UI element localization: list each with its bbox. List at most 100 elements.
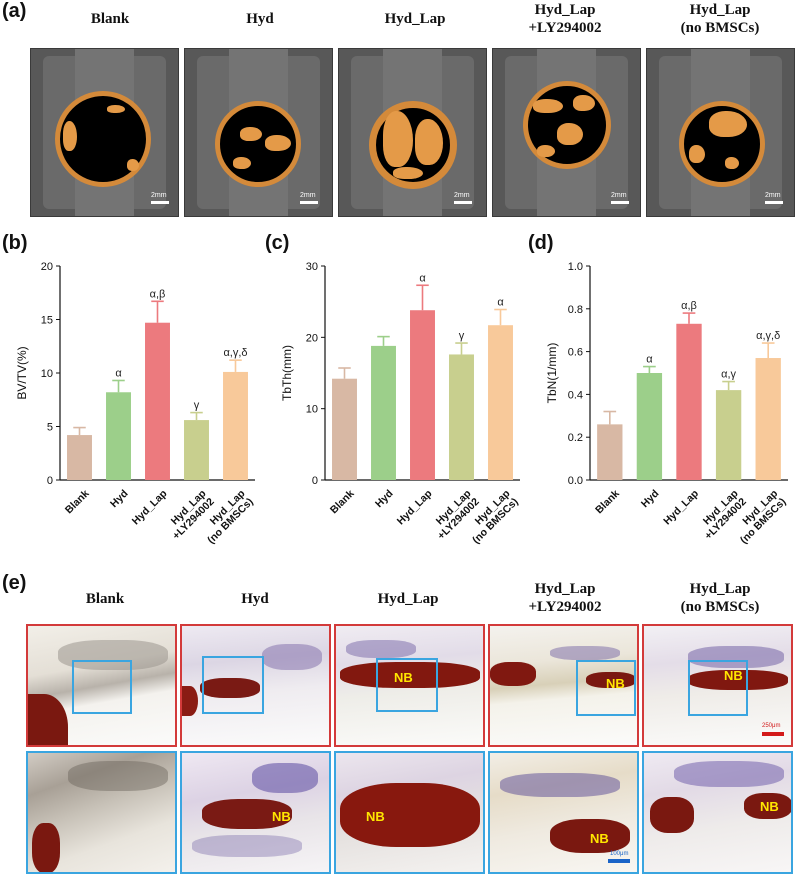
ct-title-hyd-lap-ly: Hyd_Lap +LY294002	[505, 1, 625, 37]
hist-title-blank: Blank	[65, 590, 145, 608]
nb-label: NB	[760, 799, 779, 814]
hist-zoom-blank	[26, 751, 177, 874]
panel-label-a: (a)	[2, 0, 27, 22]
ct-title-blank: Blank	[70, 10, 150, 28]
hist-title-line2: (no BMSCs)	[680, 599, 760, 615]
bar	[332, 378, 357, 480]
ct-scale-label: 2mm	[611, 192, 627, 199]
x-tick-label: Blank	[328, 487, 357, 516]
y-axis-label: TbTh(mm)	[280, 345, 294, 401]
x-tick-label: Hyd_Lap	[661, 488, 701, 528]
ct-scale-label: 2mm	[454, 192, 470, 199]
significance-label: α	[115, 367, 122, 379]
bar	[145, 322, 170, 480]
ct-title-line1: Blank	[90, 11, 130, 27]
hist-title-line1: Hyd_Lap	[377, 591, 439, 607]
chart-bv-tv: 05101520BV/TV(%)BlankαHydα,βHyd_LapγHyd_…	[15, 261, 256, 546]
x-tick-label: Hyd_Lap	[395, 488, 435, 528]
hist-title-line1: Hyd_Lap	[534, 581, 596, 597]
scale-label-bottom: 100μm	[610, 851, 629, 857]
ct-image-hyd-lap-ly: 2mm	[492, 48, 641, 217]
y-tick-label: 0	[312, 475, 318, 487]
ct-title-hyd-lap-nobmsc: Hyd_Lap (no BMSCs)	[660, 1, 780, 37]
x-tick-label-line: Hyd	[108, 488, 131, 511]
ct-scale-label: 2mm	[151, 192, 167, 199]
bar	[223, 371, 248, 480]
x-tick-label: Hyd	[639, 488, 662, 511]
hist-zoom-hyd-lap-ly: NB 100μm	[488, 751, 639, 874]
ct-title-hyd: Hyd	[220, 10, 300, 28]
significance-label: α	[646, 354, 653, 366]
scale-label-top: 250μm	[762, 723, 781, 729]
ct-title-line1: Hyd_Lap	[534, 2, 596, 18]
significance-label: α,β	[150, 288, 166, 300]
x-tick-label-line: Hyd_Lap	[661, 488, 701, 528]
y-tick-label: 1.0	[568, 261, 583, 273]
bar	[597, 424, 623, 480]
y-tick-label: 15	[41, 315, 53, 327]
x-tick-label-line: Blank	[593, 487, 622, 516]
panel-label-e: (e)	[2, 572, 27, 594]
nb-label: NB	[590, 831, 609, 846]
nb-label: NB	[394, 670, 413, 685]
y-axis-label: BV/TV(%)	[15, 346, 29, 399]
x-tick-label-line: Hyd_Lap	[395, 488, 435, 528]
hist-title-hyd-lap-nobmsc: Hyd_Lap (no BMSCs)	[660, 580, 780, 616]
ct-image-blank: 2mm	[30, 48, 179, 217]
hist-title-hyd: Hyd	[215, 590, 295, 608]
x-tick-label-line: Hyd_Lap	[130, 488, 170, 528]
y-tick-label: 20	[41, 261, 53, 273]
hist-zoom-hyd-lap-nobmsc: NB	[642, 751, 793, 874]
y-tick-label: 10	[41, 368, 53, 380]
y-tick-label: 0.4	[568, 389, 583, 401]
bar	[676, 323, 702, 480]
ct-title-line1: Hyd	[246, 11, 274, 27]
bar	[184, 420, 209, 480]
x-tick-label-line: Hyd	[639, 488, 662, 511]
ct-title-line1: Hyd_Lap	[689, 2, 751, 18]
hist-overview-hyd-lap-ly: NB	[488, 624, 639, 747]
hist-title-line1: Blank	[85, 591, 125, 607]
significance-label: α,γ,δ	[223, 347, 247, 359]
y-axis-label: TbN(1/mm)	[545, 343, 559, 404]
hist-title-line1: Hyd_Lap	[689, 581, 751, 597]
panel-label-c: (c)	[265, 232, 290, 254]
x-tick-label: Hyd	[108, 488, 131, 511]
ct-image-hyd: 2mm	[184, 48, 333, 217]
x-tick-label-line: Blank	[63, 487, 92, 516]
significance-label: α,γ	[721, 369, 736, 381]
hist-zoom-hyd-lap: NB	[334, 751, 485, 874]
significance-label: α	[497, 297, 504, 309]
bar	[715, 390, 742, 480]
hist-zoom-hyd: NB	[180, 751, 331, 874]
hist-title-hyd-lap-ly: Hyd_Lap +LY294002	[505, 580, 625, 616]
hist-overview-hyd	[180, 624, 331, 747]
x-tick-label: Blank	[593, 487, 622, 516]
significance-label: α,β	[681, 300, 697, 312]
panel-label-d: (d)	[528, 232, 554, 254]
y-tick-label: 10	[306, 404, 318, 416]
x-tick-label: Hyd_Lap	[130, 488, 170, 528]
hist-overview-blank	[26, 624, 177, 747]
bar	[410, 310, 435, 480]
ct-title-line2: (no BMSCs)	[680, 20, 760, 36]
y-tick-label: 20	[306, 332, 318, 344]
nb-label: NB	[606, 676, 625, 691]
y-tick-label: 5	[47, 422, 53, 434]
ct-scale-label: 2mm	[765, 192, 781, 199]
nb-label: NB	[272, 809, 291, 824]
ct-title-line1: Hyd_Lap	[384, 11, 446, 27]
ct-image-hyd-lap: 2mm	[338, 48, 487, 217]
y-tick-label: 30	[306, 261, 318, 273]
y-tick-label: 0.0	[568, 475, 583, 487]
bar	[449, 354, 474, 480]
x-tick-label: Blank	[63, 487, 92, 516]
x-tick-label-line: Blank	[328, 487, 357, 516]
panel-label-b: (b)	[2, 232, 28, 254]
bar	[106, 392, 131, 480]
ct-title-line2: +LY294002	[528, 20, 602, 36]
y-tick-label: 0.8	[568, 304, 583, 316]
significance-label: α,γ,δ	[756, 330, 780, 342]
bar	[67, 435, 92, 480]
bar	[755, 358, 781, 480]
